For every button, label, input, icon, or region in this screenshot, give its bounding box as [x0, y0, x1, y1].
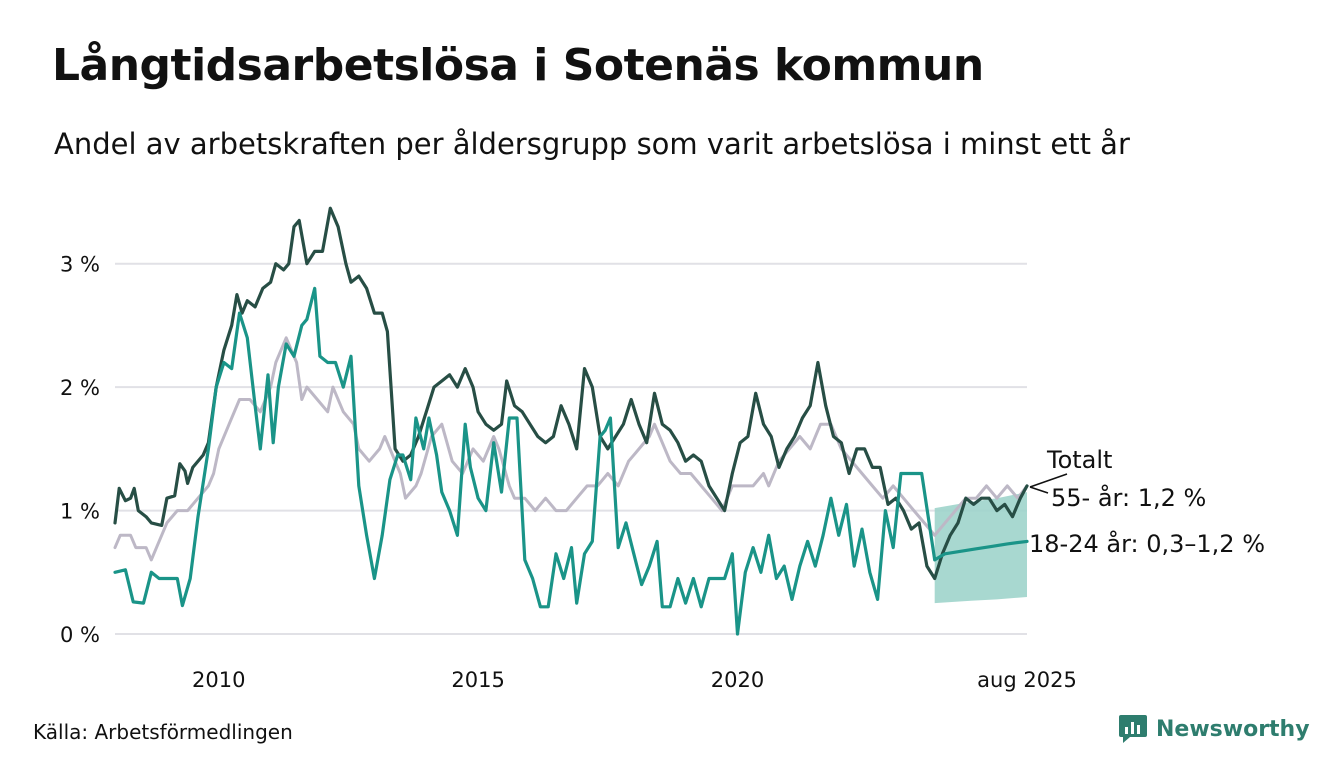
- x-tick-label: 2010: [192, 668, 245, 692]
- end-label-55: 55- år: 1,2 %: [1051, 483, 1206, 512]
- chart-title: Långtidsarbetslösa i Sotenäs kommun: [52, 40, 984, 91]
- chart-subtitle: Andel av arbetskraften per åldersgrupp s…: [54, 127, 1130, 161]
- y-tick-label: 2 %: [60, 376, 100, 400]
- end-labels: Totalt 55- år: 1,2 % 18-24 år: 0,3–1,2 %: [1029, 446, 1265, 558]
- y-tick-label: 0 %: [60, 623, 100, 647]
- x-tick-label: 2020: [711, 668, 764, 692]
- source-note: Källa: Arbetsförmedlingen: [33, 720, 293, 744]
- end-label-18-24: 18-24 år: 0,3–1,2 %: [1029, 529, 1265, 558]
- x-tick-label: 2015: [451, 668, 504, 692]
- series-lines: [113, 206, 1029, 636]
- gridlines: [115, 262, 1027, 635]
- leader-totalt: [1029, 473, 1068, 488]
- newsworthy-chat-chart-icon: [1119, 715, 1147, 743]
- y-tick-label: 1 %: [60, 500, 100, 524]
- y-tick-label: 3 %: [60, 253, 100, 277]
- leader-55: [1029, 486, 1049, 494]
- x-tick-label: aug 2025: [977, 668, 1077, 692]
- series-line-55: [113, 206, 1029, 581]
- axis-labels: 0 % 1 % 2 % 3 % 2010 2015 2020 aug 2025: [60, 253, 1077, 692]
- series-line-18-24: [113, 286, 1029, 636]
- brand-name: Newsworthy: [1156, 716, 1310, 742]
- line-chart: Totalt 55- år: 1,2 % 18-24 år: 0,3–1,2 % 0…: [60, 206, 1265, 692]
- end-label-totalt: Totalt: [1046, 446, 1112, 474]
- brand-logo: Newsworthy: [1118, 713, 1310, 745]
